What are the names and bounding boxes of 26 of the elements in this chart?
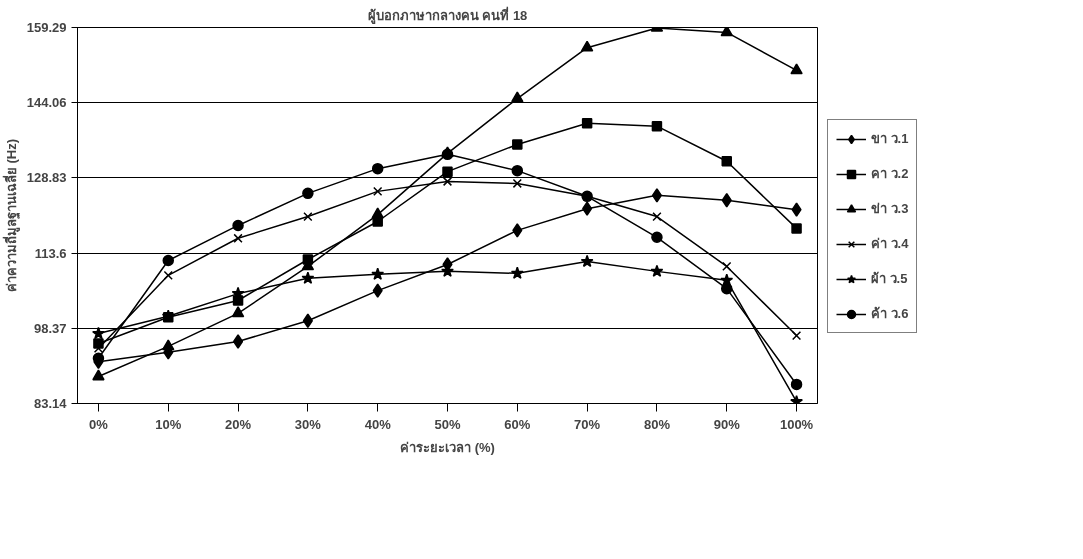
legend-label: ค่า ว.4 (871, 235, 909, 253)
x-tick-label: 30% (294, 416, 322, 432)
x-tick-label: 10% (155, 416, 182, 432)
legend-label: ข่า ว.3 (871, 200, 909, 218)
legend-label: ขา ว.1 (871, 130, 909, 148)
x-tick-label: 20% (225, 416, 252, 432)
y-tick-label: 159.29 (26, 20, 67, 35)
y-tick-label: 144.06 (26, 95, 67, 111)
y-tick-label: 98.37 (33, 320, 67, 336)
chart-title: ผู้บอกภาษากลางคน คนที่ 18 (367, 5, 528, 24)
y-axis-title: ค่าความถี่มูลฐานเฉลี่ย (Hz) (1, 138, 21, 293)
legend-label: ค้า ว.6 (871, 305, 909, 323)
y-tick-label: 83.14 (33, 396, 68, 411)
x-tick-label: 60% (504, 416, 531, 432)
x-tick-label: 70% (574, 416, 601, 432)
x-tick-label: 50% (434, 416, 461, 432)
y-tick-label: 113.6 (34, 245, 67, 261)
x-tick-label: 40% (364, 416, 392, 432)
x-tick-label: 90% (713, 416, 741, 432)
legend-label: ผ้า ว.5 (871, 270, 908, 288)
x-tick-label: 80% (643, 416, 671, 432)
legend-label: คา ว.2 (871, 165, 909, 183)
x-tick-label: 0% (89, 416, 109, 432)
x-axis-title: ค่าระยะเวลา (%) (400, 439, 495, 455)
y-tick-label: 128.83 (26, 170, 67, 186)
x-tick-label: 100% (779, 416, 814, 432)
